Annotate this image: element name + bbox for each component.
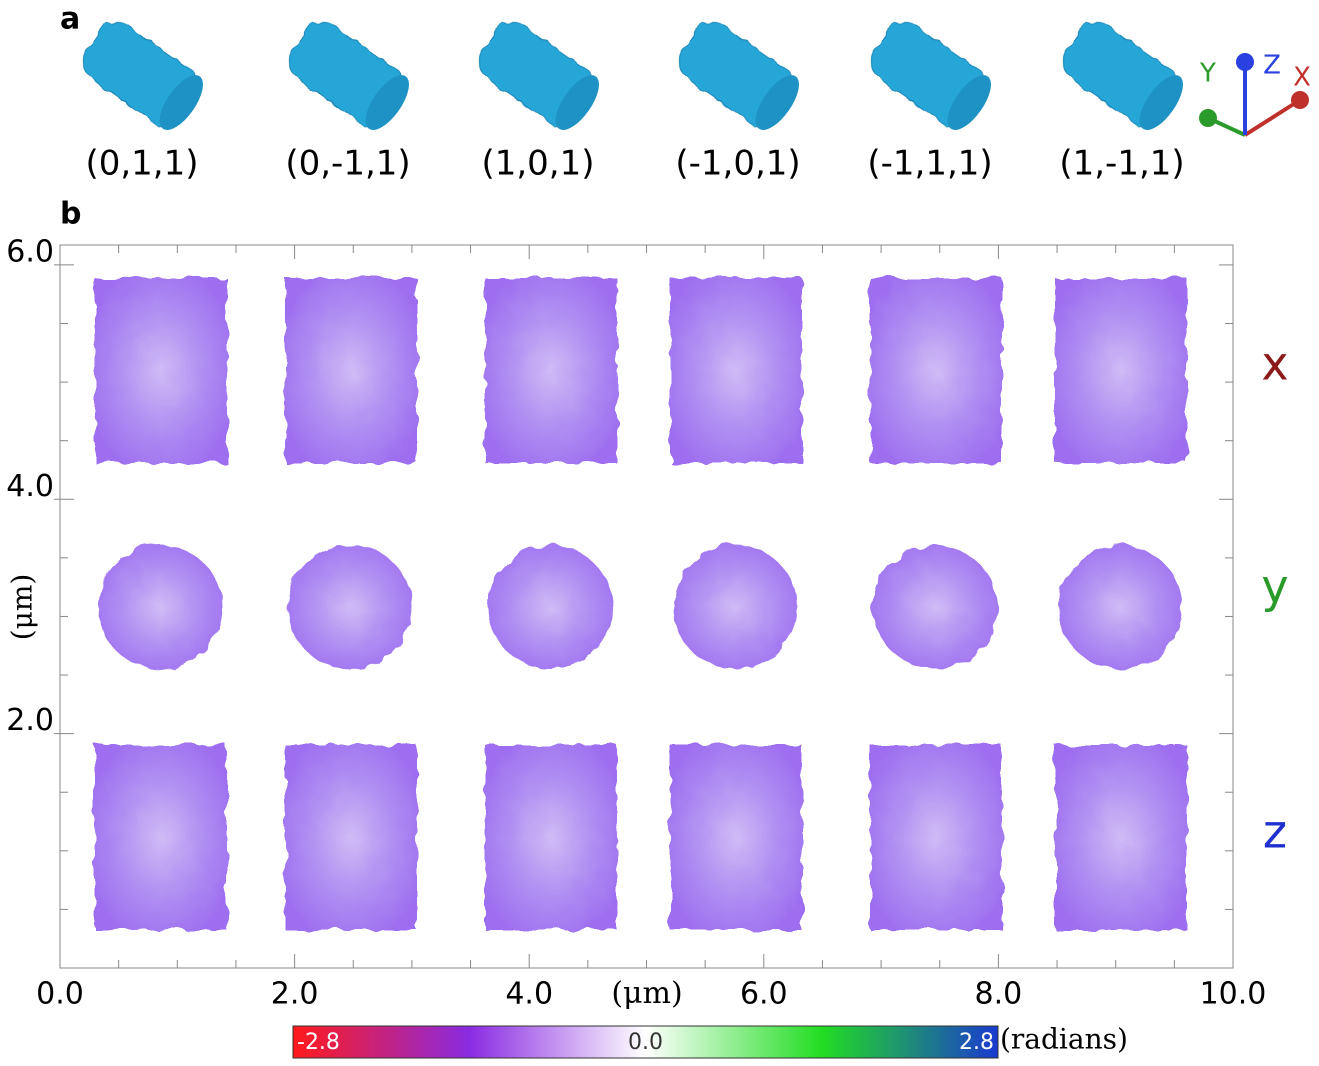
axis-arrow — [1245, 100, 1300, 135]
x-tick-label: 4.0 — [505, 977, 553, 1012]
y-tick-label: 4.0 — [6, 469, 54, 504]
row-label: z — [1263, 805, 1287, 859]
orientation-label: (0,1,1) — [85, 144, 198, 184]
phase-image — [670, 278, 802, 463]
orientation-label: (-1,1,1) — [867, 144, 992, 184]
cylinder — [74, 14, 211, 136]
phase-image — [870, 745, 1002, 930]
axis-head — [1236, 53, 1254, 71]
x-tick-label: 8.0 — [975, 977, 1023, 1012]
colorbar-tick-label: 0.0 — [628, 1030, 663, 1055]
axis-name: Z — [1263, 51, 1281, 81]
phase-image — [870, 278, 1002, 463]
cylinder — [470, 14, 607, 136]
x-tick-label: 6.0 — [740, 977, 788, 1012]
axis-name: X — [1293, 63, 1311, 93]
cylinder — [280, 14, 417, 136]
phase-image — [285, 278, 417, 463]
figure: a b (μm) (μm) (0,1,1) (0,-1,1) (1,0,1) (-1,… — [0, 0, 1319, 1062]
phase-image — [95, 278, 227, 463]
y-tick-label: 2.0 — [6, 703, 54, 738]
phase-image — [485, 278, 617, 463]
orientation-label: (1,0,1) — [481, 144, 594, 184]
colorbar-tick-label: -2.8 — [297, 1030, 340, 1055]
axis-head — [1199, 109, 1217, 127]
phase-image — [98, 545, 222, 669]
orientation-label: (-1,0,1) — [675, 144, 800, 184]
cylinder — [1054, 14, 1191, 136]
phase-image — [673, 545, 797, 669]
cylinder — [862, 14, 999, 136]
cylinder — [670, 14, 807, 136]
phase-image — [488, 545, 612, 669]
phase-image — [1055, 278, 1187, 463]
phase-image — [485, 745, 617, 930]
axis-name: Y — [1199, 59, 1216, 89]
panel-label: b — [60, 197, 81, 232]
x-tick-label: 0.0 — [36, 977, 84, 1012]
orientation-label: (0,-1,1) — [285, 144, 410, 184]
colorbar-label: (radians) — [1000, 1023, 1128, 1056]
axis-head — [1291, 91, 1309, 109]
phase-image — [1058, 545, 1182, 669]
y-axis-label: (μm) — [6, 574, 39, 641]
x-tick-label: 2.0 — [271, 977, 319, 1012]
phase-image — [288, 545, 412, 669]
phase-image — [670, 745, 802, 930]
phase-image — [1055, 745, 1187, 930]
phase-image — [873, 545, 997, 669]
colorbar-tick-label: 2.8 — [959, 1030, 994, 1055]
orientation-label: (1,-1,1) — [1059, 144, 1184, 184]
row-label: y — [1261, 560, 1288, 614]
phase-image — [95, 745, 227, 930]
x-tick-label: 10.0 — [1200, 977, 1267, 1012]
x-axis-label: (μm) — [611, 976, 682, 1011]
row-label: x — [1261, 337, 1288, 391]
panel-label: a — [60, 2, 80, 37]
phase-image — [285, 745, 417, 930]
y-tick-label: 6.0 — [6, 234, 54, 269]
